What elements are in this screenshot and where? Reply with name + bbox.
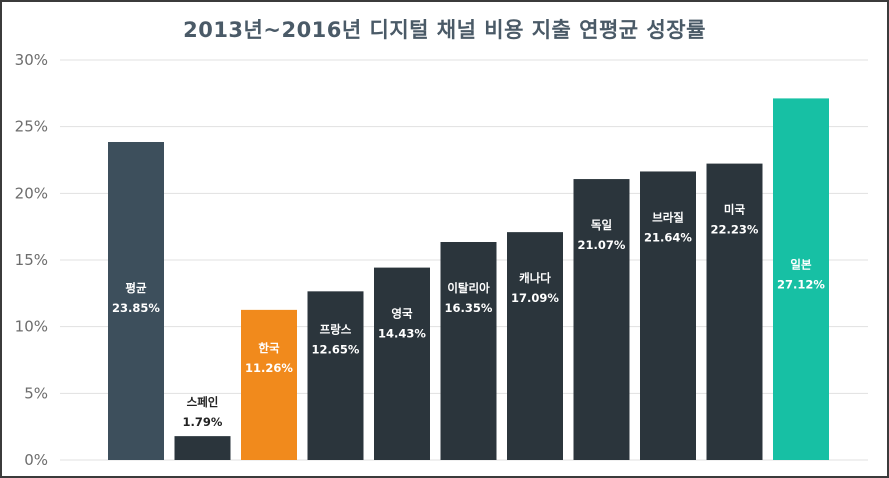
bar-category-label: 캐나다: [519, 271, 551, 285]
bar-category-label: 독일: [591, 218, 612, 232]
bar: [507, 232, 563, 460]
bar: [640, 171, 696, 460]
bar-value-label: 11.26%: [245, 361, 293, 375]
bar-value-label: 21.64%: [644, 230, 692, 244]
bar: [440, 242, 497, 460]
bar: [773, 98, 829, 461]
bar-category-label: 일본: [790, 257, 812, 271]
bar-category-label: 브라질: [652, 210, 684, 224]
bar-value-label: 12.65%: [312, 342, 360, 356]
bar-value-label: 14.43%: [378, 327, 426, 341]
bar: [108, 142, 164, 460]
y-tick-label: 30%: [15, 51, 48, 69]
y-tick-label: 5%: [24, 384, 48, 402]
bar: [573, 179, 630, 461]
bar-category-label: 스페인: [187, 395, 219, 409]
y-tick-label: 20%: [15, 184, 48, 202]
bar: [174, 436, 231, 460]
chart-title: 2013년~2016년 디지털 채널 비용 지출 연평균 성장률: [183, 18, 706, 42]
y-tick-label: 15%: [15, 251, 48, 269]
bar: [706, 163, 763, 460]
y-tick-label: 25%: [15, 118, 48, 136]
bar-category-label: 영국: [391, 307, 413, 321]
bar-category-label: 미국: [724, 203, 746, 217]
bar-value-label: 22.23%: [711, 223, 759, 237]
bar-category-label: 이탈리아: [447, 281, 490, 295]
bar-value-label: 21.07%: [578, 238, 626, 252]
bar-category-label: 프랑스: [320, 322, 352, 336]
y-axis-ticks: 0% 5% 10% 15% 20% 25% 30%: [15, 51, 48, 469]
bar-value-label: 23.85%: [112, 301, 160, 315]
bar: [241, 309, 297, 460]
bars: [108, 98, 829, 461]
bar-value-label: 16.35%: [445, 301, 493, 315]
bar-labels: 평균 23.85% 스페인 1.79% 한국 11.26% 프랑스 12.65% 영국 14.43…: [112, 203, 825, 430]
bar-category-label: 한국: [258, 341, 280, 355]
y-tick-label: 10%: [15, 318, 48, 336]
bar: [374, 267, 430, 460]
bar: [307, 291, 364, 460]
bar-value-label: 1.79%: [183, 415, 223, 429]
bar-value-label: 27.12%: [777, 277, 825, 291]
y-tick-label: 0%: [24, 451, 48, 469]
bar-category-label: 평균: [125, 281, 147, 295]
bar-value-label: 17.09%: [511, 291, 559, 305]
